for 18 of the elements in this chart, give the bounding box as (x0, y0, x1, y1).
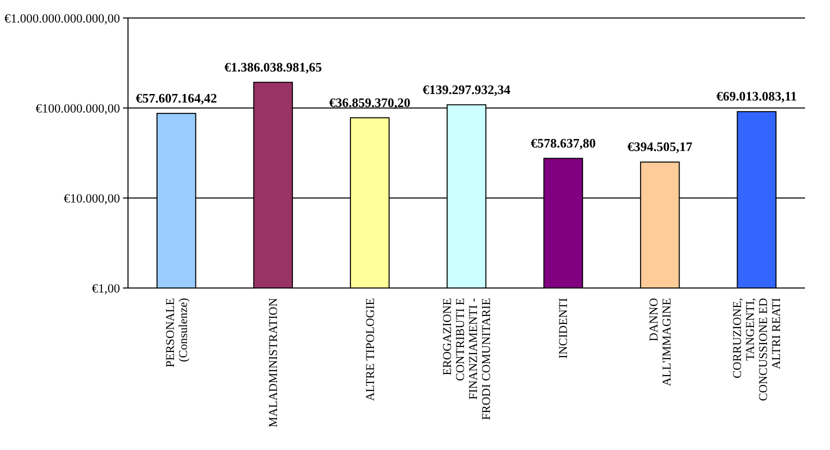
y-tick-label: €1,00 (92, 281, 120, 296)
data-label: €57.607.164,42 (136, 90, 217, 106)
data-label: €394.505,17 (627, 139, 693, 154)
data-label: €139.297.932,34 (422, 82, 511, 97)
data-label: €69.013.083,11 (716, 88, 797, 104)
y-tick-label: €1.000.000.000.000,00 (4, 11, 120, 26)
x-tick-label: ALTRE TIPOLOGIE (362, 298, 377, 401)
x-tick-label: INCIDENTI (556, 298, 570, 359)
y-tick-label: €100.000.000,00 (36, 101, 120, 116)
data-label: €36.859.370,20 (329, 94, 410, 110)
data-label: €1.386.038.981,65 (224, 59, 322, 74)
y-tick-label: €10.000,00 (64, 191, 120, 206)
x-tick-label: DANNO ALL'IMMAGINE (646, 298, 674, 386)
x-tick-label: MALADMINISTRATION (266, 298, 280, 428)
x-tick-label: EROGAZIONE CONTRIBUTI E FINANZIAMENTI - FRODI COMUNITARIE (440, 298, 493, 420)
data-label: €578.637,80 (530, 135, 596, 150)
x-tick-label: PERSONALE (Consulenze) (162, 298, 190, 368)
x-tick-label: CORRUZIONE, TANGENTI, CONCUSSIONE ED ALTRI REATI (730, 298, 784, 402)
